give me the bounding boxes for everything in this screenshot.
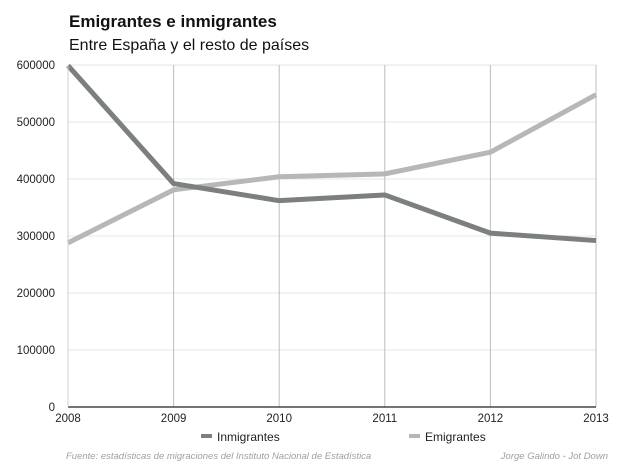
y-tick-label: 600000 (17, 60, 55, 72)
y-tick-label: 100000 (17, 345, 55, 357)
y-tick-label: 200000 (17, 288, 55, 300)
legend: Inmigrantes Emigrantes (201, 430, 486, 444)
y-tick-label: 0 (49, 402, 55, 414)
tick-labels: 0 100000 200000 300000 400000 500000 600000 200… (17, 60, 609, 425)
legend-label-emigrantes: Emigrantes (425, 430, 486, 444)
y-tick-label: 500000 (17, 117, 55, 129)
series-lines (66, 63, 598, 246)
x-tick-label: 2013 (583, 413, 609, 425)
chart-subtitle: Entre España y el resto de países (69, 37, 310, 54)
x-tick-label: 2008 (55, 413, 81, 425)
grid-lines (68, 64, 597, 407)
x-tick-label: 2012 (478, 413, 504, 425)
x-tick-label: 2009 (161, 413, 187, 425)
series-line-emigrantes (66, 92, 598, 246)
chart-title: Emigrantes e inmigrantes (69, 12, 277, 31)
x-tick-label: 2010 (266, 413, 292, 425)
credit-note: Jorge Galindo - Jot Down (500, 451, 608, 462)
source-note: Fuente: estadísticas de migraciones del … (66, 451, 372, 462)
x-tick-label: 2011 (372, 413, 397, 425)
legend-label-inmigrantes: Inmigrantes (217, 430, 280, 444)
y-tick-label: 300000 (17, 231, 55, 243)
axes (67, 65, 596, 408)
series-line-inmigrantes (66, 63, 597, 244)
y-tick-label: 400000 (17, 174, 55, 186)
